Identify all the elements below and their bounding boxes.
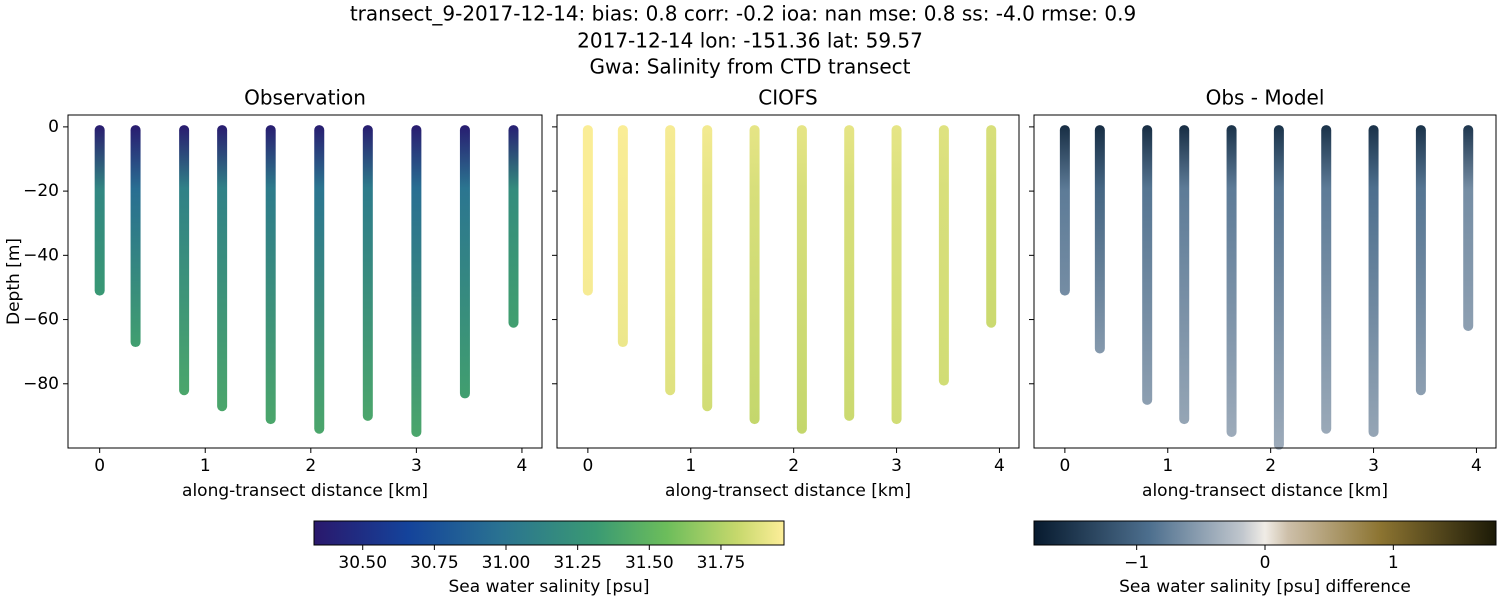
y-tick-label: −60 [23,310,59,330]
cast-profile [749,125,760,425]
x-tick-label: 2 [788,456,799,476]
colorbar-tick-label: 30.50 [338,553,387,573]
cast-profile [702,125,713,412]
cast-profile [938,125,949,386]
panel-title: CIOFS [758,86,817,110]
colorbar-tick-label: −1 [1124,553,1149,573]
x-tick-label: 4 [994,456,1005,476]
cast-profile [582,125,593,296]
x-axis-label: along-transect distance [km] [182,481,428,501]
plot-frame [556,114,1020,449]
cast-profile [1142,125,1153,405]
cast-profile [1463,125,1474,331]
colorbar-tick-label: 31.25 [553,553,602,573]
panel-title: Obs - Model [1206,86,1325,110]
colorbar-tick-label: 31.00 [482,553,531,573]
x-tick-label: 1 [200,456,211,476]
x-axis-label: along-transect distance [km] [1142,481,1388,501]
colorbar-tick-label: 31.50 [625,553,674,573]
cast-profile [1094,125,1105,354]
cast-profile [986,125,997,328]
x-tick-label: 0 [1059,456,1070,476]
x-tick-label: 0 [94,456,105,476]
colorbar-tick-label: 31.75 [697,553,746,573]
cast-profile [1415,125,1426,396]
y-tick-label: 0 [48,117,59,137]
colorbar-label: Sea water salinity [psu] difference [1119,577,1411,597]
cast-profile [179,125,190,396]
x-tick-label: 0 [582,456,593,476]
cast-profile [217,125,228,412]
colorbar-label: Sea water salinity [psu] [449,577,650,597]
x-tick-label: 1 [1162,456,1173,476]
cast-profile [1179,125,1190,425]
y-tick-label: −80 [23,374,59,394]
x-tick-label: 4 [517,456,528,476]
plot-frame [67,114,543,449]
cast-profile [1273,125,1284,450]
colorbar-tick-label: 0 [1260,553,1271,573]
x-tick-label: 1 [685,456,696,476]
x-tick-label: 3 [1368,456,1379,476]
colorbar [313,520,785,546]
x-tick-label: 2 [1265,456,1276,476]
cast-profile [314,125,325,434]
cast-profile [1368,125,1379,437]
cast-profile [411,125,422,437]
cast-profile [508,125,519,328]
cast-profile [665,125,676,396]
cast-profile [1321,125,1332,434]
cast-profile [1226,125,1237,437]
figure-subtitle: Gwa: Salinity from CTD transect [590,55,911,79]
cast-profile [130,125,141,348]
cast-profile [617,125,628,348]
colorbar [1033,520,1497,546]
colorbar-tick-label: 30.75 [410,553,459,573]
x-tick-label: 2 [305,456,316,476]
cast-profile [796,125,807,434]
cast-profile [94,125,105,296]
y-axis-label: Depth [m] [4,238,24,325]
cast-profile [265,125,276,425]
colorbar-tick-label: 1 [1388,553,1399,573]
y-tick-label: −20 [23,181,59,201]
x-axis-label: along-transect distance [km] [665,481,911,501]
figure-title: transect_9-2017-12-14: bias: 0.8 corr: -… [350,2,1136,26]
panel-title: Observation [244,86,366,110]
plot-frame [1033,114,1497,449]
x-tick-label: 3 [891,456,902,476]
x-tick-label: 4 [1471,456,1482,476]
cast-profile [459,125,470,399]
cast-profile [362,125,373,421]
figure-subtitle: 2017-12-14 lon: -151.36 lat: 59.57 [577,29,923,53]
cast-profile [1059,125,1070,296]
x-tick-label: 3 [411,456,422,476]
cast-profile [891,125,902,425]
cast-profile [844,125,855,421]
y-tick-label: −40 [23,245,59,265]
